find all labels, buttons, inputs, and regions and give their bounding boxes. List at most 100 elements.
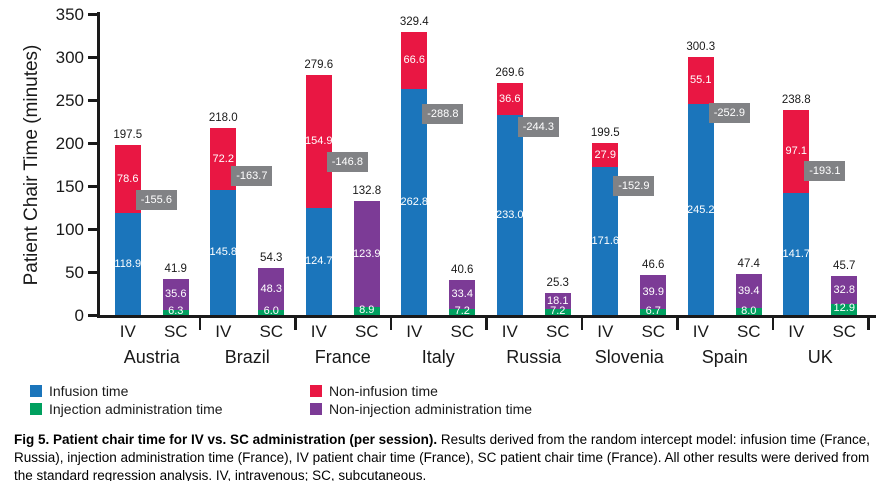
difference-label: -288.8: [422, 103, 464, 124]
bar-segment-non-infusion: [592, 143, 619, 168]
sc-total-label: 132.8: [352, 184, 382, 197]
bar-segment-infusion: [496, 114, 523, 315]
chart-legend: Infusion time Non-infusion time Injectio…: [30, 382, 532, 417]
injection-value-label: 6.7: [645, 305, 661, 318]
bar-label-iv: IV: [692, 322, 709, 341]
non-injection-value-label: 39.9: [642, 286, 664, 299]
sc-total-label: 45.7: [833, 259, 856, 272]
iv-total-label: 199.5: [590, 127, 620, 140]
x-group-separator: [485, 315, 488, 330]
bar-segment-injection: [640, 309, 667, 315]
sc-total-label: 41.9: [164, 262, 187, 275]
y-tick-label: 100: [55, 220, 84, 239]
y-tick-label: 300: [55, 48, 84, 67]
bar-segment-non-injection: [640, 274, 667, 310]
non-injection-value-label: 18.1: [547, 295, 569, 308]
legend-item-injection-admin-time: Injection administration time: [30, 400, 310, 417]
difference-label: -244.3: [517, 116, 559, 137]
bar-label-sc: SC: [641, 322, 666, 341]
country-label: UK: [807, 347, 833, 367]
difference-label: -152.9: [613, 176, 655, 196]
y-tick-mark: [88, 142, 97, 145]
iv-total-label: 300.3: [686, 40, 716, 53]
bar-segment-injection: [544, 308, 571, 315]
x-group-separator: [389, 315, 392, 330]
x-group-separator: [676, 315, 679, 330]
infusion-value-label: 124.7: [304, 255, 333, 268]
y-tick-label: 0: [74, 306, 84, 325]
legend-swatch-non-infusion-icon: [310, 384, 322, 397]
x-group-separator: [294, 315, 297, 330]
iv-total-label: 269.6: [495, 67, 525, 80]
bar-segment-infusion: [783, 193, 810, 315]
x-group-separator: [198, 315, 201, 330]
infusion-value-label: 141.7: [782, 248, 811, 261]
legend-item-infusion-time: Infusion time: [30, 382, 310, 399]
iv-total-label: 279.6: [304, 58, 334, 71]
bar-segment-injection: [449, 308, 476, 315]
iv-total-label: 197.5: [113, 129, 143, 142]
difference-label: -252.9: [708, 102, 750, 123]
bar-label-sc: SC: [163, 322, 188, 341]
bar-segment-infusion: [210, 189, 237, 315]
y-tick-label: 250: [55, 91, 84, 110]
bar-segment-non-infusion: [401, 31, 428, 89]
bar-segment-injection: [831, 303, 858, 315]
injection-value-label: 8.0: [741, 304, 757, 317]
bar-segment-non-injection: [162, 278, 189, 310]
y-tick-mark: [88, 314, 97, 317]
bar-segment-injection: [353, 307, 380, 315]
bar-label-iv: IV: [119, 322, 136, 341]
y-tick-label: 150: [55, 177, 84, 196]
bar-label-sc: SC: [736, 322, 761, 341]
x-group-separator: [771, 315, 774, 330]
infusion-value-label: 262.8: [400, 195, 429, 208]
bar-segment-infusion: [305, 207, 332, 315]
injection-value-label: 7.2: [550, 304, 566, 317]
bar-label-iv: IV: [215, 322, 232, 341]
legend-swatch-injection-icon: [30, 402, 42, 415]
injection-value-label: 12.9: [833, 302, 855, 315]
legend-item-non-infusion-time: Non-infusion time: [310, 382, 532, 399]
injection-value-label: 8.9: [359, 304, 375, 317]
y-tick-label: 50: [65, 263, 84, 282]
y-tick-mark: [88, 185, 97, 188]
bar-segment-injection: [162, 309, 189, 315]
non-infusion-value-label: 36.6: [499, 92, 521, 105]
legend-label: Non-injection administration time: [329, 400, 533, 417]
y-tick-label: 350: [55, 5, 84, 24]
x-group-separator: [580, 315, 583, 330]
y-tick-mark: [88, 99, 97, 102]
legend-label: Infusion time: [49, 382, 129, 399]
non-infusion-value-label: 154.9: [304, 135, 333, 148]
bar-label-iv: IV: [406, 322, 423, 341]
difference-label: -163.7: [231, 165, 273, 186]
caption-body: Results derived from the random intercep…: [14, 432, 871, 481]
non-infusion-value-label: 97.1: [785, 145, 807, 158]
figure-caption: Fig 5. Patient chair time for IV vs. SC …: [14, 431, 871, 481]
country-label: Brazil: [224, 347, 270, 367]
legend-label: Injection administration time: [49, 400, 223, 417]
bar-segment-non-injection: [449, 280, 476, 309]
difference-label: -146.8: [326, 151, 368, 172]
infusion-value-label: 233.0: [495, 208, 524, 221]
non-infusion-value-label: 72.2: [212, 152, 234, 165]
country-label: Russia: [506, 347, 562, 367]
sc-total-label: 46.6: [642, 258, 665, 271]
difference-label: -155.6: [135, 189, 177, 210]
y-tick-label: 200: [55, 134, 84, 153]
bar-segment-non-injection: [735, 274, 762, 309]
non-injection-value-label: 48.3: [260, 283, 282, 296]
y-tick-mark: [88, 13, 97, 16]
bar-label-sc: SC: [259, 322, 284, 341]
bar-label-iv: IV: [310, 322, 327, 341]
infusion-value-label: 245.2: [686, 203, 715, 216]
bar-segment-non-injection: [831, 275, 858, 304]
bar-label-sc: SC: [450, 322, 475, 341]
infusion-value-label: 145.8: [209, 246, 238, 259]
bar-segment-non-infusion: [687, 56, 714, 105]
bar-segment-non-injection: [258, 268, 285, 310]
non-infusion-value-label: 55.1: [690, 74, 712, 87]
